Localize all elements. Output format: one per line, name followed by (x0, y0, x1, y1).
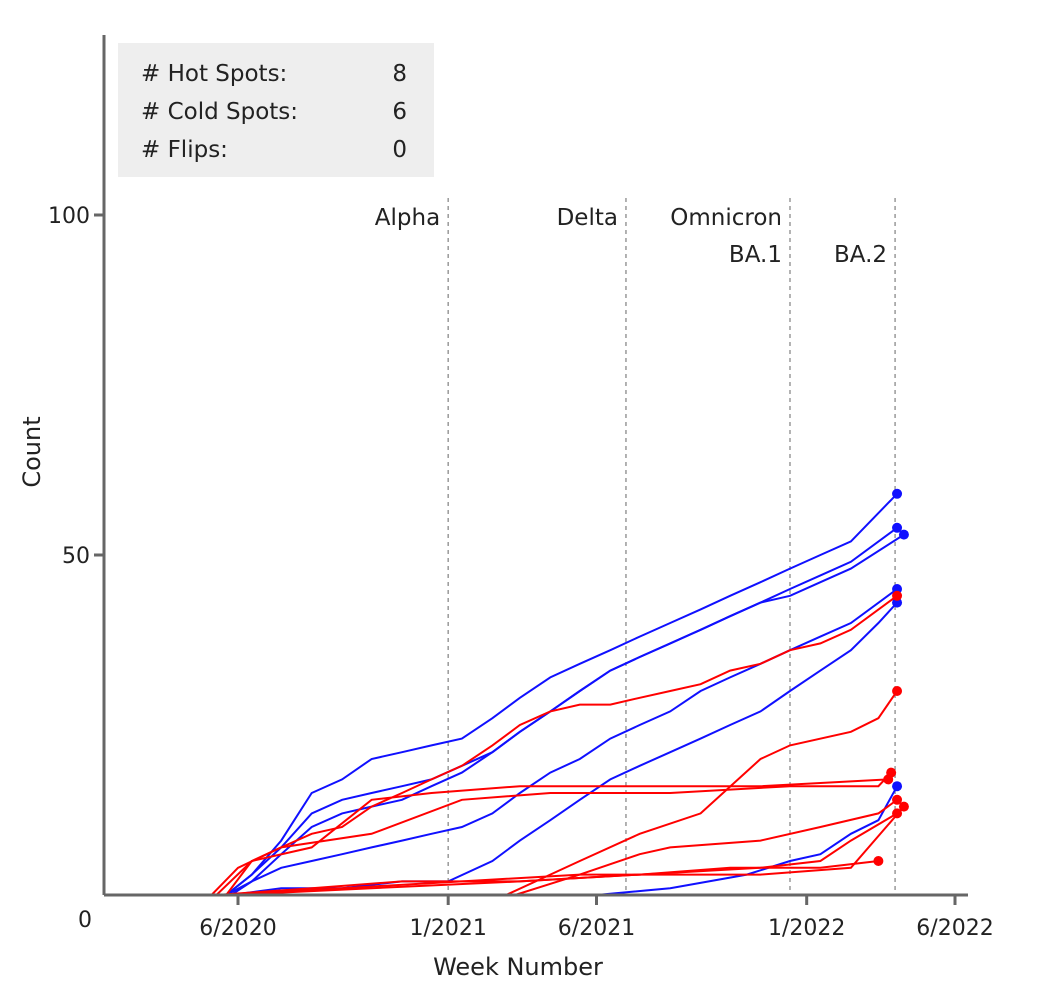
x-tick-label: 1/2022 (768, 916, 845, 941)
hot-spot-endpoint (898, 801, 909, 812)
series-lines (210, 488, 909, 896)
cold-spot-line (225, 493, 898, 896)
stats-box: # Hot Spots: 8 # Cold Spots: 6 # Flips: … (118, 43, 434, 177)
era-label: Delta (557, 205, 618, 231)
cold-spot-line (225, 588, 898, 896)
cold-spot-line (230, 533, 905, 896)
era-markers: Alpha Delta Omnicron BA.1 BA.2 (375, 198, 896, 895)
cold-spot-endpoint (898, 529, 909, 540)
cold-spot-endpoint (892, 522, 903, 533)
y-axis-label: Count (18, 416, 46, 487)
era-label: BA.2 (834, 242, 887, 268)
hot-spot-line (210, 594, 898, 896)
y-tick-label: 0 (78, 908, 92, 933)
hot-spot-endpoint (892, 794, 903, 805)
hot-spot-endpoint (886, 767, 897, 778)
y-tick-label: 50 (62, 544, 90, 569)
y-tick-label: 100 (48, 204, 90, 229)
hot-spot-line (514, 798, 898, 896)
x-tick-label: 6/2022 (916, 916, 993, 941)
hot-spots-value: 8 (392, 61, 407, 87)
hot-spot-line (215, 778, 889, 896)
stats-box-background (118, 43, 434, 177)
x-tick-label: 6/2021 (558, 916, 635, 941)
hot-spot-line (505, 690, 898, 896)
cold-spot-line (596, 785, 898, 896)
hot-spot-endpoint (892, 590, 903, 601)
era-label: Alpha (375, 205, 440, 231)
era-label: BA.1 (729, 242, 782, 268)
hot-spot-endpoint (892, 686, 903, 696)
hot-spot-line (225, 771, 892, 896)
cold-spots-label: # Cold Spots: (141, 99, 298, 125)
hot-spot-line (231, 860, 879, 896)
flips-label: # Flips: (141, 137, 228, 163)
x-tick-label: 6/2020 (199, 916, 276, 941)
x-tick-label: 1/2021 (409, 916, 486, 941)
hot-spot-endpoint (873, 856, 884, 866)
flips-value: 0 (392, 137, 407, 163)
tick-labels: 6/2020 1/2021 6/2021 1/2022 6/2022 0 50 100 (48, 204, 994, 941)
cold-spot-endpoint (892, 488, 903, 499)
cold-spot-endpoint (892, 781, 903, 792)
x-axis-label: Week Number (433, 953, 603, 981)
cold-spots-value: 6 (392, 99, 407, 125)
hot-spots-label: # Hot Spots: (141, 61, 287, 87)
era-label: Omnicron (670, 205, 782, 231)
axes (102, 35, 968, 897)
